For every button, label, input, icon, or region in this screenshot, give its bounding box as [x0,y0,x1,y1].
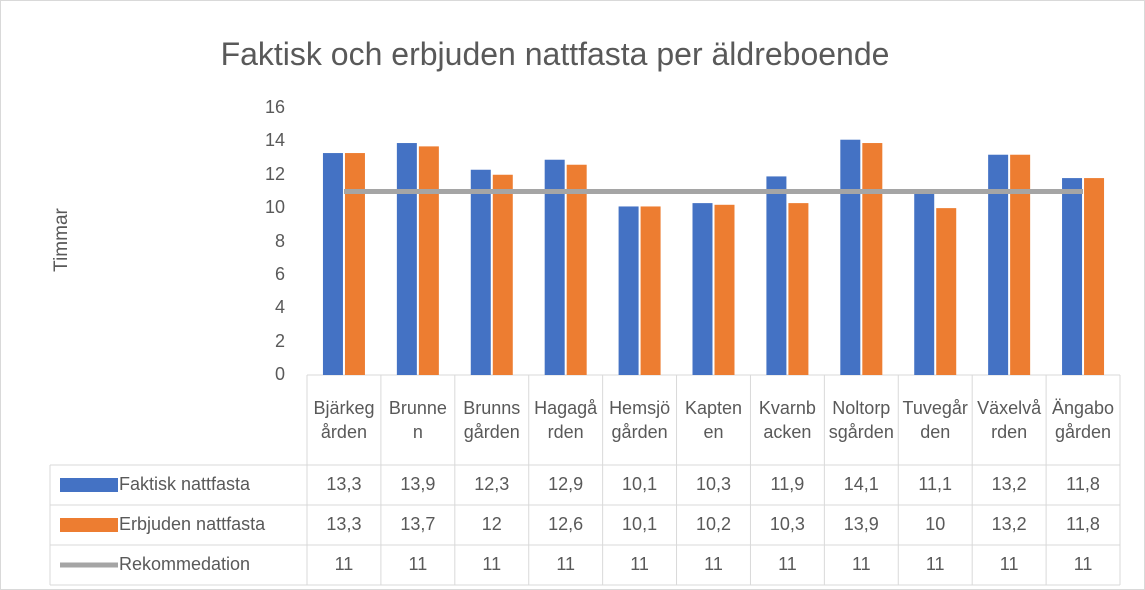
table-cell: 10,3 [769,514,805,534]
x-tick-label: Kaptenen [684,398,743,442]
table-cell: 11 [925,554,945,574]
table-cell: 11 [408,554,428,574]
table-cell: 13,3 [326,474,362,494]
bar [862,143,883,375]
table-cell: 11 [851,554,871,574]
bar [544,159,565,375]
table-cell: 10,1 [622,474,658,494]
table-cell: 13,9 [843,514,879,534]
y-axis-label: Timmar [51,208,72,272]
bar [766,176,787,375]
y-tick-label: 4 [274,297,285,318]
y-tick-label: 6 [274,263,285,284]
table-cell: 12,3 [474,474,510,494]
table-cell: 10,2 [695,514,731,534]
legend-key [60,518,118,532]
bar [692,203,713,375]
table-cell: 11 [482,554,502,574]
x-tick-label: Noltorpsgården [828,398,894,442]
y-tick-label: 12 [264,163,285,184]
x-tick-label: Hagagården [534,398,598,442]
bar [470,169,491,375]
bar [1084,178,1105,375]
bar [344,153,365,375]
bar [566,164,587,375]
table-cell: 11 [1073,554,1093,574]
table-cell: 11 [334,554,354,574]
legend-label: Faktisk nattfasta [119,474,251,494]
bar [618,206,639,375]
legend-label: Rekommedation [119,554,251,574]
chart-title: Faktisk och erbjuden nattfasta per äldre… [220,36,890,72]
table-cell: 11,1 [918,474,953,494]
table-cell: 11 [704,554,723,574]
legend-label: Erbjuden nattfasta [119,514,266,534]
table-cell: 11 [630,554,649,574]
table-cell: 11,8 [1066,474,1100,494]
x-tick-label: Brunnen [388,398,447,442]
bar [640,206,661,375]
table-cell: 13,2 [991,514,1027,534]
bar [788,203,809,375]
y-tick-label: 8 [274,230,285,251]
bar [988,154,1009,375]
bar [936,208,957,375]
table-cell: 11,8 [1066,514,1100,534]
bar [492,174,513,375]
bar [322,153,343,375]
x-tick-label: Växelvården [977,398,1042,442]
bar [840,139,861,375]
table-cell: 13,9 [400,474,436,494]
table-cell: 11 [778,554,797,574]
bar [1010,154,1031,375]
table-cell: 11 [999,554,1019,574]
x-tick-label: Brunnsgården [463,398,521,442]
y-tick-label: 2 [274,330,285,351]
x-tick-label: Tuvegården [902,398,968,442]
table-cell: 11,9 [770,474,805,494]
table-cell: 12 [481,514,502,534]
table-cell: 12,6 [548,514,584,534]
x-tick-label: Kvarnbacken [758,398,816,442]
x-tick-label: Ängabogården [1052,398,1115,442]
table-cell: 10,1 [622,514,658,534]
table-cell: 14,1 [843,474,879,494]
table-cell: 11 [556,554,576,574]
y-tick-label: 10 [264,197,285,218]
bar [418,146,439,375]
table-cell: 13,7 [400,514,436,534]
table-cell: 10,3 [695,474,731,494]
y-tick-label: 16 [264,97,285,117]
bar [714,204,735,375]
y-tick-label: 0 [274,364,285,384]
table-cell: 10 [925,514,946,534]
x-tick-label: Bjärkegården [313,398,375,442]
table-cell: 12,9 [548,474,584,494]
y-tick-label: 14 [264,130,285,151]
bar [914,189,935,375]
x-tick-label: Hemsjögården [609,398,671,442]
bar [1062,178,1083,375]
bar [396,143,417,375]
table-cell: 13,3 [326,514,362,534]
table-cell: 13,2 [991,474,1027,494]
legend-key [60,478,118,492]
